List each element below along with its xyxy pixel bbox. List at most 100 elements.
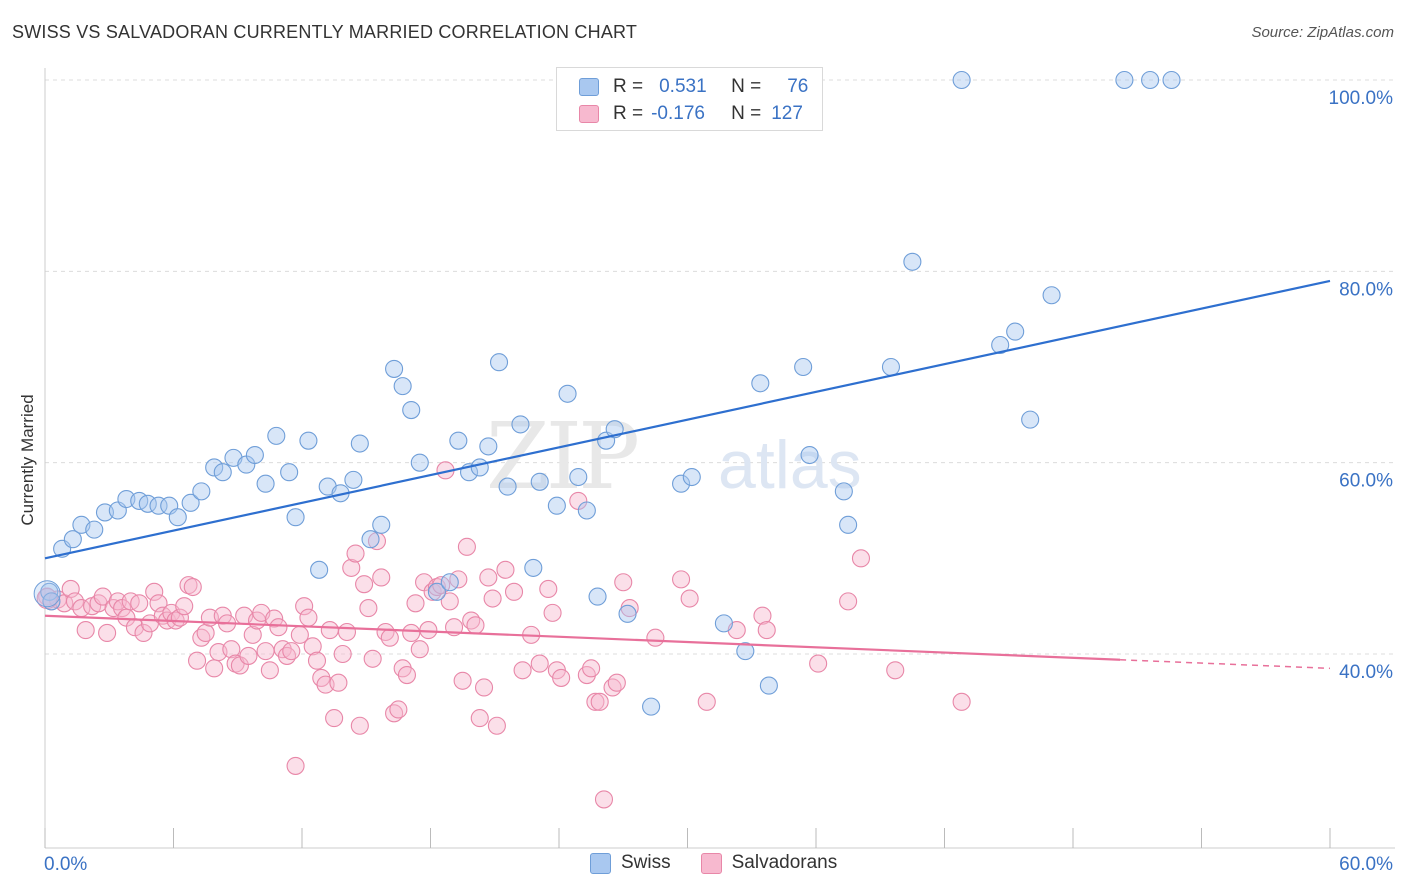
- salvadorans-point: [130, 594, 149, 613]
- salvadorans-point: [487, 716, 506, 735]
- salvadorans-point: [886, 661, 905, 680]
- salvadorans-point: [175, 597, 194, 616]
- salvadorans-point: [680, 589, 699, 608]
- salvadorans-point: [265, 609, 284, 628]
- swiss-point: [149, 496, 168, 515]
- salvadorans-point: [753, 606, 772, 625]
- salvadorans-point: [389, 700, 408, 719]
- salvadorans-point: [397, 665, 416, 685]
- salvadorans-point: [333, 644, 352, 664]
- swiss-r-value: 0.531: [659, 76, 707, 97]
- swiss-point: [751, 374, 770, 393]
- swiss-r-label: R =: [613, 76, 644, 97]
- salvadorans-point: [590, 692, 609, 711]
- salvadorans-point: [188, 651, 207, 670]
- swiss-point: [642, 697, 661, 716]
- salvadorans-point: [359, 599, 378, 618]
- trend-lines: [44, 279, 1331, 670]
- salvadorans-point: [295, 597, 314, 616]
- swiss-point: [192, 482, 211, 501]
- salvadorans-legend-label: Salvadorans: [731, 852, 838, 873]
- salvadorans-point: [325, 709, 344, 728]
- salvadorans-point: [342, 558, 361, 577]
- salvadorans-point: [346, 544, 365, 563]
- salvadorans-point: [496, 560, 515, 579]
- salvadorans-point: [594, 790, 614, 809]
- salvadorans-trend-line-extension: [1120, 659, 1331, 670]
- swiss-point: [310, 560, 329, 579]
- swiss-point: [1115, 70, 1134, 90]
- salv-n-label: N =: [731, 103, 762, 124]
- salvadorans-point: [299, 608, 318, 627]
- salvadorans-point: [286, 756, 305, 775]
- salvadorans-point: [470, 709, 489, 728]
- swiss-point: [427, 582, 446, 601]
- gridlines: [45, 79, 1395, 655]
- swiss-point: [393, 377, 412, 396]
- salvadorans-point: [646, 628, 665, 647]
- swiss-legend-label: Swiss: [621, 852, 671, 873]
- salvadorans-point: [337, 622, 357, 642]
- series-legend: Swiss Salvadorans: [590, 852, 837, 874]
- salvadorans-point: [355, 575, 374, 594]
- x-tick-label: 0.0%: [44, 854, 87, 875]
- swiss-n-label: N =: [731, 76, 762, 97]
- salvadorans-point: [582, 659, 601, 678]
- swiss-point: [1141, 70, 1160, 90]
- swiss-point: [991, 335, 1010, 355]
- legend-row-salvadorans: R = -0.176 N = 127: [579, 102, 803, 126]
- salvadorans-point: [196, 623, 215, 643]
- salvadorans-point: [372, 568, 391, 587]
- swiss-point: [1021, 410, 1040, 429]
- salvadorans-point: [239, 646, 258, 665]
- axes: [44, 68, 1395, 849]
- swiss-point: [385, 359, 404, 378]
- swiss-point: [1042, 286, 1061, 305]
- swiss-point: [280, 463, 299, 482]
- swiss-point: [299, 431, 318, 450]
- swiss-point: [213, 463, 232, 482]
- swiss-point: [63, 530, 82, 549]
- salvadorans-point: [243, 625, 262, 644]
- salvadorans-point: [466, 616, 485, 635]
- swiss-point: [547, 496, 566, 515]
- swiss-point: [344, 470, 363, 489]
- salvadorans-point: [543, 603, 562, 622]
- swiss-point: [286, 508, 305, 527]
- salvadorans-point: [504, 582, 524, 601]
- swiss-point: [410, 453, 429, 472]
- salvadorans-point: [406, 594, 425, 613]
- salvadorans-point: [320, 621, 339, 640]
- swiss-point: [449, 431, 468, 450]
- salvadorans-point: [672, 570, 691, 589]
- salvadorans-point: [440, 592, 459, 611]
- salvadorans-point: [222, 640, 241, 659]
- swiss-point: [714, 614, 733, 633]
- swiss-point: [800, 445, 819, 465]
- swiss-point: [834, 482, 853, 501]
- swiss-legend-swatch: [590, 852, 611, 874]
- salvadorans-point: [952, 692, 971, 711]
- swiss-point: [1006, 322, 1025, 341]
- swiss-point: [682, 467, 701, 487]
- y-tick-label: 80.0%: [1339, 279, 1393, 300]
- swiss-point: [839, 515, 858, 534]
- swiss-point: [903, 252, 922, 271]
- salvadorans-point: [457, 537, 476, 556]
- salvadorans-point: [269, 618, 288, 637]
- salvadorans-point: [809, 654, 828, 673]
- swiss-point: [267, 426, 286, 445]
- swiss-point: [168, 508, 187, 527]
- salvadorans-point: [410, 640, 429, 659]
- swiss-point: [205, 458, 224, 477]
- watermark-atlas: atlas: [718, 427, 862, 503]
- salvadorans-point: [307, 651, 327, 670]
- swiss-n-value: 76: [787, 76, 809, 97]
- salvadorans-point: [134, 623, 153, 643]
- swiss-point: [85, 520, 104, 539]
- salvadorans-point: [76, 621, 95, 640]
- salvadorans-point: [363, 649, 382, 668]
- swiss-point: [511, 415, 530, 434]
- swiss-point: [736, 642, 755, 661]
- salvadorans-point: [380, 628, 399, 647]
